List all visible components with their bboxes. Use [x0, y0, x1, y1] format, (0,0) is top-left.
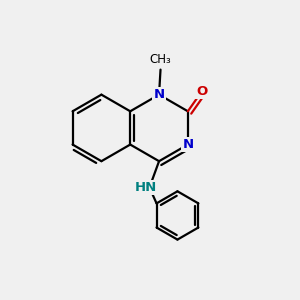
Text: HN: HN [135, 181, 157, 194]
Text: N: N [182, 138, 194, 151]
Text: CH₃: CH₃ [150, 53, 171, 66]
Text: N: N [154, 88, 165, 101]
Text: O: O [196, 85, 207, 98]
